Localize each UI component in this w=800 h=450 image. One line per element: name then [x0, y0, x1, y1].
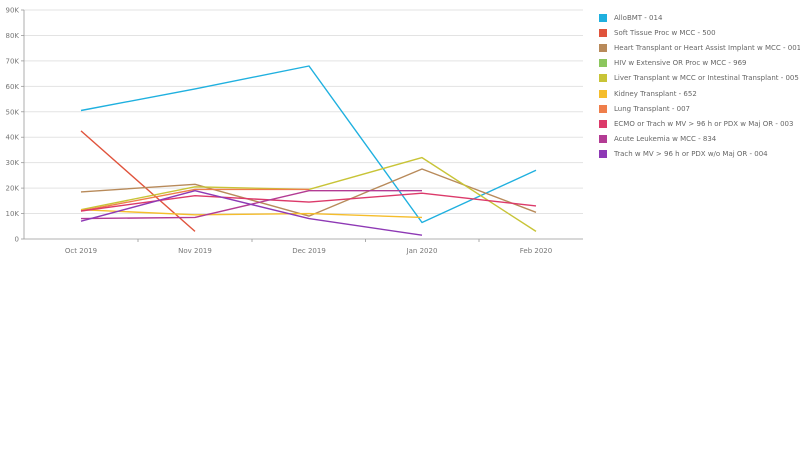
x-tick-label: Jan 2020 [406, 247, 438, 255]
legend-swatch-icon [599, 104, 607, 113]
legend-item[interactable]: Heart Transplant or Heart Assist Implant… [599, 40, 800, 55]
x-tick-label: Nov 2019 [178, 247, 212, 255]
y-tick-label: 0 [15, 236, 19, 244]
x-tick-label: Dec 2019 [292, 247, 326, 255]
gridlines [24, 9, 583, 215]
y-tick-label: 50K [6, 108, 20, 116]
y-tick-label: 90K [6, 7, 20, 15]
series-line-6[interactable] [80, 188, 309, 212]
y-tick-label: 40K [6, 134, 20, 142]
legend-label: Liver Transplant w MCC or Intestinal Tra… [614, 74, 799, 83]
legend-item[interactable]: AlloBMT - 014 [599, 10, 799, 25]
legend-item[interactable]: Lung Transplant - 007 [599, 101, 799, 116]
y-tick-label: 10K [6, 210, 20, 218]
legend-label: Acute Leukemia w MCC - 834 [614, 135, 717, 144]
legend-swatch-icon [599, 59, 607, 68]
legend-label: AlloBMT - 014 [614, 13, 663, 22]
legend-item[interactable]: Acute Leukemia w MCC - 834 [599, 132, 799, 147]
legend-item[interactable]: Kidney Transplant - 652 [599, 86, 799, 101]
y-tick-label: 80K [6, 32, 20, 40]
series-line-4[interactable] [80, 156, 537, 232]
legend-label: Soft Tissue Proc w MCC - 500 [614, 28, 716, 37]
legend-item[interactable]: ECMO or Trach w MV > 96 h or PDX w Maj O… [599, 116, 799, 131]
legend-item[interactable]: HIV w Extensive OR Proc w MCC - 969 [599, 56, 799, 71]
legend-label: Kidney Transplant - 652 [614, 89, 697, 98]
series-line-5[interactable] [80, 209, 423, 219]
legend-label: HIV w Extensive OR Proc w MCC - 969 [614, 59, 747, 68]
legend: AlloBMT - 014 Soft Tissue Proc w MCC - 50… [599, 10, 800, 162]
legend-label: Lung Transplant - 007 [614, 104, 691, 113]
legend-label: Heart Transplant or Heart Assist Implant… [614, 43, 800, 52]
legend-item[interactable]: Liver Transplant w MCC or Intestinal Tra… [599, 71, 799, 86]
legend-swatch-icon [599, 89, 607, 98]
legend-swatch-icon [599, 119, 607, 128]
legend-swatch-icon [599, 150, 607, 159]
legend-swatch-icon [599, 135, 607, 144]
y-tick-label: 60K [6, 83, 20, 91]
legend-label: ECMO or Trach w MV > 96 h or PDX w Maj O… [614, 119, 794, 128]
x-tick-label: Oct 2019 [65, 247, 97, 255]
y-tick-label: 30K [6, 159, 20, 167]
x-tick-label: Feb 2020 [520, 247, 552, 255]
legend-label: Trach w MV > 96 h or PDX w/o Maj OR - 00… [614, 150, 768, 159]
legend-swatch-icon [599, 13, 607, 22]
series-lines [80, 65, 537, 236]
legend-swatch-icon [599, 74, 607, 83]
legend-swatch-icon [599, 43, 607, 52]
x-axis: Oct 2019 Nov 2019 Dec 2019 Jan 2020 Feb 2020 [24, 238, 583, 255]
legend-item[interactable]: Soft Tissue Proc w MCC - 500 [599, 25, 799, 40]
series-line-0[interactable] [80, 65, 537, 224]
y-axis: 0 10K 20K 30K 40K 50K 60K 70K 80K 90K [6, 7, 25, 244]
legend-item[interactable]: Trach w MV > 96 h or PDX w/o Maj OR - 00… [599, 147, 799, 162]
series-line-9[interactable] [80, 189, 423, 236]
y-tick-label: 20K [6, 185, 20, 193]
line-chart: 0 10K 20K 30K 40K 50K 60K 70K 80K 90K Oct 2019 Nov… [6, 7, 583, 255]
series-line-2[interactable] [80, 168, 537, 217]
legend-swatch-icon [599, 28, 607, 37]
y-tick-label: 70K [6, 57, 20, 65]
